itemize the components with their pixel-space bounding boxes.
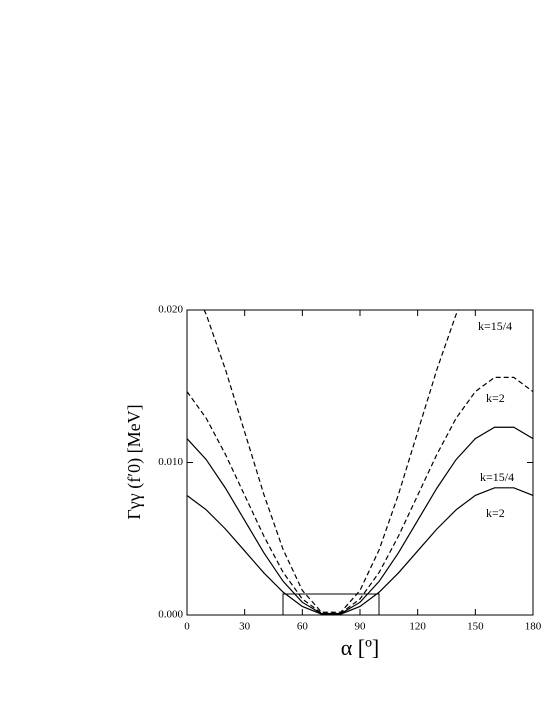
y-tick-label: 0.010: [158, 456, 183, 468]
series-line: [187, 426, 533, 615]
x-tick-label: 90: [355, 621, 367, 633]
x-tick-label: 180: [525, 621, 542, 633]
x-tick-label: 30: [239, 621, 251, 633]
series-line: [187, 487, 533, 615]
inset-box: [282, 593, 380, 616]
x-tick-label: 0: [184, 621, 190, 633]
annotation: k=2: [486, 391, 505, 405]
x-tick-label: 120: [409, 621, 426, 633]
plot-frame: [186, 309, 534, 616]
annotation: k=15/4: [480, 470, 514, 484]
x-tick-label: 150: [467, 621, 484, 633]
series-line: [203, 310, 459, 613]
annotation: k=2: [486, 506, 505, 520]
curves: [187, 310, 533, 615]
y-tick-label: 0.020: [158, 304, 183, 316]
x-axis-label: α [º]: [341, 635, 380, 660]
y-tick-label: 0.000: [158, 609, 183, 621]
y-axis-label: Γγγ (f′0) [MeV]: [124, 404, 145, 519]
series-line: [187, 376, 533, 614]
x-tick-label: 60: [297, 621, 309, 633]
annotation: k=15/4: [478, 319, 512, 333]
